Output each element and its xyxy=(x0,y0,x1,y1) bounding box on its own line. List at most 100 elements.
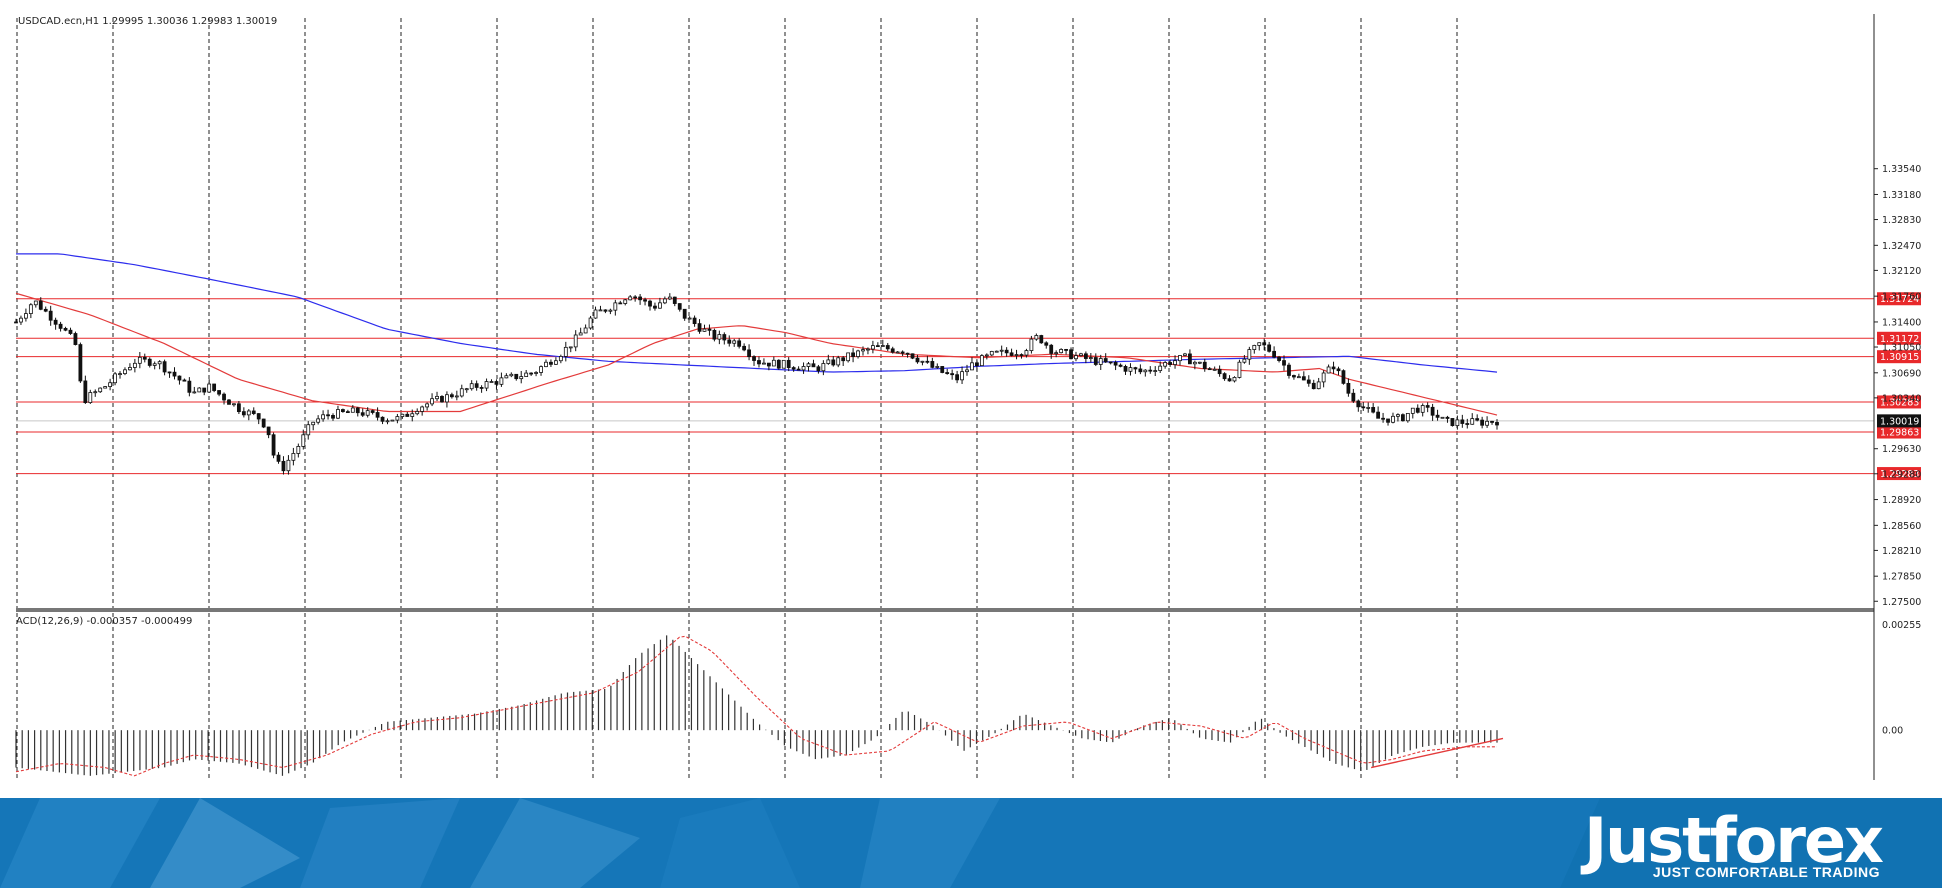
candle-body xyxy=(128,367,132,371)
candle-body xyxy=(1064,349,1068,351)
candle-body xyxy=(118,373,122,376)
candle-body xyxy=(336,409,340,419)
candle-body xyxy=(276,454,281,462)
candle-body xyxy=(529,372,534,375)
candle-body xyxy=(494,381,499,385)
candle-body xyxy=(1277,356,1281,361)
candle-body xyxy=(385,420,390,423)
candle-body xyxy=(415,411,420,415)
candle-body xyxy=(1197,361,1202,364)
candle-body xyxy=(831,359,836,366)
candle-body xyxy=(68,329,73,334)
candle-body xyxy=(628,296,633,301)
candle-body xyxy=(519,376,524,380)
candle-body xyxy=(474,383,479,388)
price-level-label: 1.30915 xyxy=(1880,352,1919,363)
candle-body xyxy=(1282,360,1286,366)
candle-body xyxy=(1396,414,1400,417)
horizontal-price-levels[interactable]: 1.31724 1.31172 1.30915 1.30283 1.29863 1.292… xyxy=(16,292,1921,481)
y-tick-label: 1.31400 xyxy=(1882,317,1921,328)
candle-body xyxy=(479,387,484,389)
price-level-label: 1.30283 xyxy=(1880,397,1919,408)
candle-body xyxy=(509,373,514,377)
candle-body xyxy=(1227,378,1232,382)
candle-body xyxy=(1192,361,1197,365)
candle-body xyxy=(633,296,638,299)
candle-body xyxy=(454,395,459,398)
candle-body xyxy=(167,371,172,374)
current-price-tag xyxy=(1877,414,1921,428)
candle-body xyxy=(1207,368,1212,371)
candle-body xyxy=(1445,416,1450,419)
candle-body xyxy=(222,393,226,401)
candle-body xyxy=(1158,365,1163,371)
candle-body xyxy=(1118,364,1123,367)
candle-body xyxy=(19,317,23,323)
candle-body xyxy=(459,388,464,397)
candle-body xyxy=(14,321,18,324)
candle-body xyxy=(1470,418,1475,425)
y-tick-label: 1.29630 xyxy=(1882,444,1921,455)
candle-body xyxy=(1326,366,1331,374)
candle-body xyxy=(752,356,756,361)
candle-body xyxy=(965,369,969,373)
candle-body xyxy=(1366,407,1371,409)
candle-body xyxy=(58,323,63,329)
y-tick-label: 1.30340 xyxy=(1882,393,1921,404)
candle-body xyxy=(999,349,1004,352)
candle-body xyxy=(1242,358,1247,363)
candle-body xyxy=(970,362,974,371)
candle-body xyxy=(742,345,747,351)
candle-body xyxy=(880,345,885,347)
candle-body xyxy=(1059,349,1064,354)
candle-body xyxy=(984,354,989,357)
y-tick-label: 1.28210 xyxy=(1882,546,1921,557)
candle-body xyxy=(766,362,771,367)
candle-body xyxy=(197,387,202,393)
candle-body xyxy=(1465,423,1470,425)
candle-body xyxy=(202,387,207,393)
candle-body xyxy=(1138,368,1143,373)
candle-body xyxy=(1391,415,1395,423)
candle-body xyxy=(1108,361,1113,364)
candle-body xyxy=(1079,353,1083,356)
candle-body xyxy=(1440,416,1445,419)
candle-body xyxy=(672,296,677,304)
candle-body xyxy=(1435,414,1440,418)
candle-body xyxy=(1034,335,1039,340)
candle-body xyxy=(861,349,865,352)
candle-body xyxy=(63,327,68,331)
y-tick-label: 1.31760 xyxy=(1882,292,1921,303)
candle-body xyxy=(152,363,157,366)
candle-body xyxy=(757,360,761,365)
candle-body xyxy=(692,317,697,325)
candle-body xyxy=(370,410,375,413)
candle-body xyxy=(1019,354,1024,356)
y-tick-label: 1.30690 xyxy=(1882,368,1921,379)
candle-body xyxy=(1346,382,1351,394)
candle-body xyxy=(400,413,405,417)
candle-body xyxy=(796,368,801,371)
candle-body xyxy=(1247,349,1252,360)
candle-body xyxy=(1183,353,1187,356)
candle-body xyxy=(1069,349,1073,360)
candle-body xyxy=(261,418,266,428)
candle-body xyxy=(643,299,647,302)
candle-body xyxy=(648,300,652,307)
candle-body xyxy=(885,345,890,350)
candle-body xyxy=(1381,417,1385,420)
chart-canvas[interactable]: 1.31724 1.31172 1.30915 1.30283 1.29863 1.292… xyxy=(0,0,1942,798)
candle-body xyxy=(608,309,613,312)
macd-trendline[interactable] xyxy=(1370,737,1504,769)
y-tick-label: 1.33180 xyxy=(1882,190,1921,201)
candle-body xyxy=(1113,362,1118,366)
candle-body xyxy=(1262,342,1267,346)
candle-body xyxy=(1098,358,1103,365)
candle-body xyxy=(440,395,444,403)
candle-body xyxy=(1430,406,1435,416)
candle-body xyxy=(1232,377,1237,382)
brand-tagline: JUST COMFORTABLE TRADING xyxy=(1652,864,1880,880)
candle-body xyxy=(316,418,321,423)
candle-body xyxy=(499,377,504,385)
y-tick-label: 1.31050 xyxy=(1882,343,1921,354)
